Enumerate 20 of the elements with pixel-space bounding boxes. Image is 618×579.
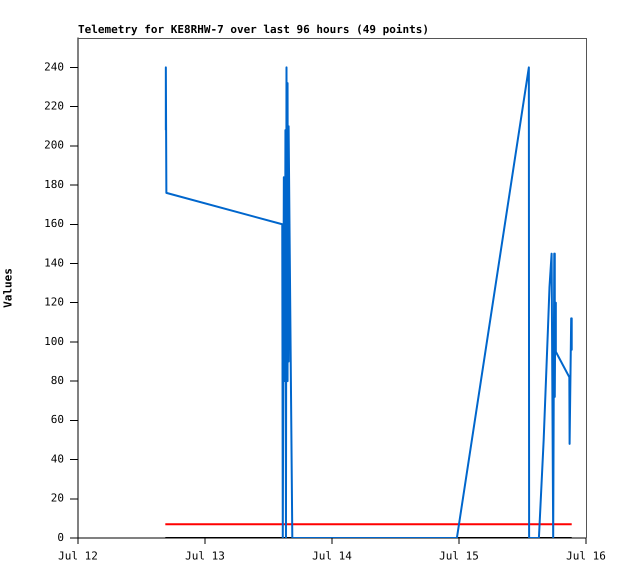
- x-tick-label: Jul 12: [58, 549, 98, 562]
- y-tick-label: 160: [44, 217, 64, 230]
- y-tick-label: 180: [44, 178, 64, 191]
- y-tick-label: 20: [50, 492, 64, 505]
- y-tick-label: 200: [44, 138, 64, 152]
- y-tick-label: 60: [50, 413, 64, 426]
- y-tick-label: 140: [44, 256, 64, 270]
- y-tick-label: 0: [57, 530, 64, 544]
- x-tick-label: Jul 15: [439, 549, 479, 562]
- x-tick-label: Jul 13: [185, 549, 225, 562]
- y-tick-label: 100: [44, 334, 64, 348]
- x-tick-label: Jul 14: [312, 549, 352, 562]
- y-tick-label: 220: [44, 99, 64, 112]
- y-tick-label: 240: [44, 60, 64, 74]
- y-tick-label: 120: [44, 296, 64, 309]
- y-tick-label: 80: [50, 374, 64, 387]
- x-tick-label: Jul 16: [566, 549, 606, 562]
- y-tick-label: 40: [50, 452, 64, 466]
- chart-title: Telemetry for KE8RHW-7 over last 96 hours (49 points): [78, 23, 429, 36]
- y-axis-title: Values: [1, 268, 14, 308]
